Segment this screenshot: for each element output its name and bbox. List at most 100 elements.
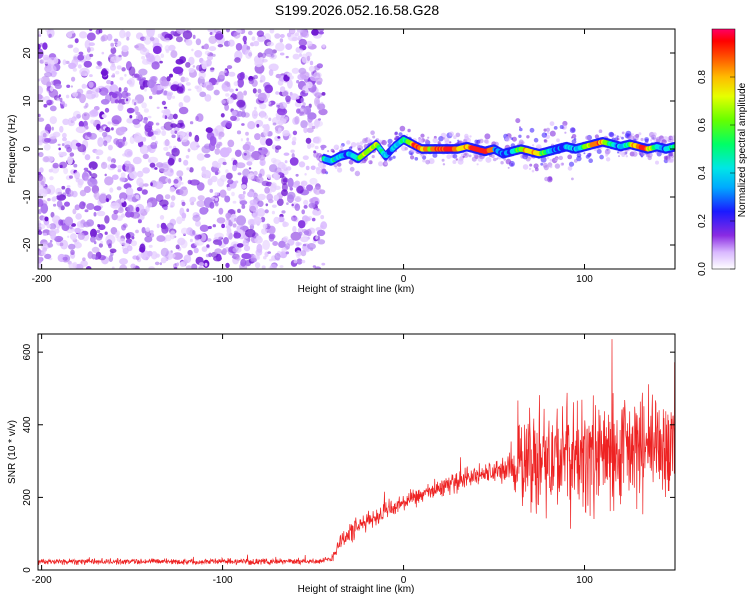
track-halo-blob [518,134,522,138]
noise-blob [166,92,172,101]
noise-blob [296,80,300,84]
noise-blob [191,263,198,269]
spectrogram-y-tick-label: 10 [22,95,33,107]
noise-blob [276,198,284,207]
noise-blob [162,115,166,119]
noise-blob [205,59,212,67]
track-halo-blob [346,140,351,145]
noise-blob [247,173,255,180]
noise-blob [255,248,263,256]
noise-blob [104,231,108,235]
track-halo-blob [484,139,490,144]
noise-blob [41,251,47,256]
noise-blob [303,205,308,209]
noise-blob [285,95,291,103]
noise-blob [121,45,129,53]
noise-blob [305,81,313,89]
track-halo-blob [655,160,659,165]
noise-blob [179,207,185,216]
noise-blob [156,235,166,242]
noise-blob [185,82,191,86]
noise-blob [279,52,285,56]
noise-blob [204,262,208,267]
noise-blob [65,94,70,99]
noise-blob [262,239,270,251]
noise-blob [116,215,123,222]
track-halo-blob [511,136,517,142]
colorbar-frame [711,28,736,270]
noise-blob [210,196,215,200]
noise-blob [151,135,156,141]
noise-blob [148,244,153,248]
track-halo-blob [518,139,524,145]
track-halo-blob [321,168,327,174]
track-halo-blob [458,156,464,162]
track-halo-blob [469,135,472,138]
track-halo-blob [522,164,529,170]
noise-blob [170,50,178,59]
noise-blob [314,92,323,98]
spectrogram-y-label: Frequency (Hz) [7,115,18,184]
noise-blob [234,180,239,184]
noise-blob [130,240,137,247]
noise-blob [198,266,204,269]
track-halo-blob [348,159,354,165]
noise-blob [51,126,54,131]
noise-blob [130,211,141,219]
noise-blob [318,108,328,116]
track-halo-blob [540,156,547,163]
noise-blob [286,32,292,38]
noise-blob [89,74,93,78]
noise-blob [176,29,186,35]
track-halo-blob [420,155,423,158]
noise-blob [295,241,300,247]
noise-blob [291,215,298,222]
noise-blob [79,201,86,210]
snr-y-tick-label: 0 [22,567,33,573]
noise-blob [138,68,148,76]
noise-blob [101,68,108,77]
track-halo-blob [613,134,617,137]
noise-blob [265,203,269,207]
track-halo-blob [570,136,574,139]
noise-blob [214,171,219,176]
noise-blob [72,91,79,97]
track-halo-blob [568,161,575,167]
noise-blob [111,174,119,180]
noise-blob [165,151,171,157]
noise-blob [284,116,289,121]
noise-blob [201,60,207,68]
track-halo-blob [420,133,425,138]
noise-blob [179,132,189,143]
noise-blob [254,59,263,68]
noise-blob [294,203,301,211]
spectrogram-signal-track [321,118,675,183]
track-halo-blob [546,156,550,160]
noise-blob [235,215,247,226]
snr-x-tick-label: 100 [576,575,593,586]
noise-blob [141,55,146,60]
noise-blob [74,38,79,44]
noise-blob [144,229,152,237]
noise-blob [46,99,54,106]
noise-blob [260,75,266,83]
track-halo-blob [543,128,547,132]
noise-blob [93,205,102,211]
noise-blob [240,184,247,190]
noise-blob [123,87,128,93]
noise-blob [176,123,183,128]
noise-blob [242,35,247,43]
noise-blob [60,151,67,157]
noise-blob [197,195,205,201]
track-halo-blob [619,135,622,139]
noise-blob [185,62,191,68]
noise-blob [209,188,214,193]
noise-blob [185,155,190,159]
noise-blob [57,143,61,146]
noise-blob [314,125,319,129]
track-halo-blob [455,158,458,161]
noise-blob [248,151,252,156]
noise-blob [261,52,266,59]
colorbar-label: Normalized spectral amplitude [737,82,748,217]
noise-blob [81,83,87,89]
